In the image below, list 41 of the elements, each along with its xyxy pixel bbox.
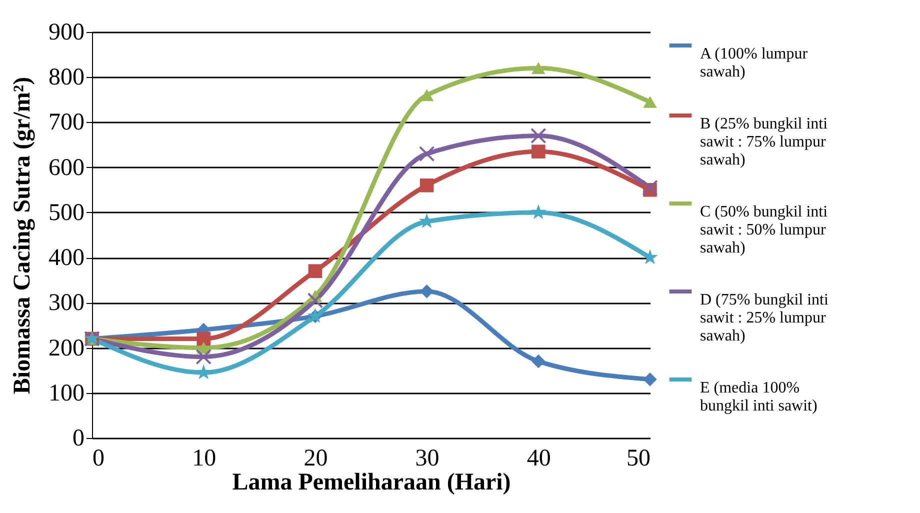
legend-label: A (100% lumpur sawah) xyxy=(700,46,808,80)
y-tick-label: 900 xyxy=(48,20,84,46)
x-tick-label: 10 xyxy=(192,446,216,472)
x-tick-label: 30 xyxy=(415,446,440,472)
point xyxy=(418,146,435,162)
point xyxy=(643,96,657,108)
x-tick-label: 0 xyxy=(92,446,104,472)
y-tick-label: 300 xyxy=(48,290,84,316)
y-tick-label: 500 xyxy=(48,200,84,226)
y-tick-label: 0 xyxy=(72,426,84,452)
point xyxy=(530,128,546,144)
y-axis-title: Biomassa Cacing Sutra (gr/m²) xyxy=(10,76,36,394)
point xyxy=(196,332,210,346)
point xyxy=(420,178,434,192)
x-axis-title: Lama Pemeliharaan (Hari) xyxy=(232,470,511,496)
point xyxy=(420,89,434,102)
y-tick-label: 400 xyxy=(48,245,84,272)
legend-label: E (media 100% bungkil inti sawit) xyxy=(700,380,818,414)
y-tick-label: 600 xyxy=(48,154,84,181)
point xyxy=(532,144,546,158)
y-tick-label: 200 xyxy=(48,335,84,362)
point xyxy=(196,348,212,365)
y-tick-label: 800 xyxy=(48,64,84,91)
legend-label: B (25% bungkil inti sawit : 75% lumpur sawah) xyxy=(700,116,828,168)
x-tick-label: 40 xyxy=(526,446,551,472)
point xyxy=(307,292,324,308)
legend-label: C (50% bungkil inti sawit : 50% lumpur sawah) xyxy=(700,204,828,256)
y-tick-label: 100 xyxy=(48,380,84,406)
point xyxy=(530,204,546,220)
point xyxy=(643,372,657,386)
legend-label: D (75% bungkil inti sawit : 25% lumpur sawah) xyxy=(700,292,829,344)
point xyxy=(532,62,546,74)
point xyxy=(420,284,434,298)
point xyxy=(532,354,546,368)
x-tick-label: 50 xyxy=(626,446,650,472)
y-tick-label: 700 xyxy=(48,110,84,136)
point xyxy=(642,180,658,196)
point xyxy=(196,364,212,380)
point xyxy=(308,264,322,278)
point xyxy=(642,249,658,264)
x-tick-label: 20 xyxy=(304,446,328,472)
